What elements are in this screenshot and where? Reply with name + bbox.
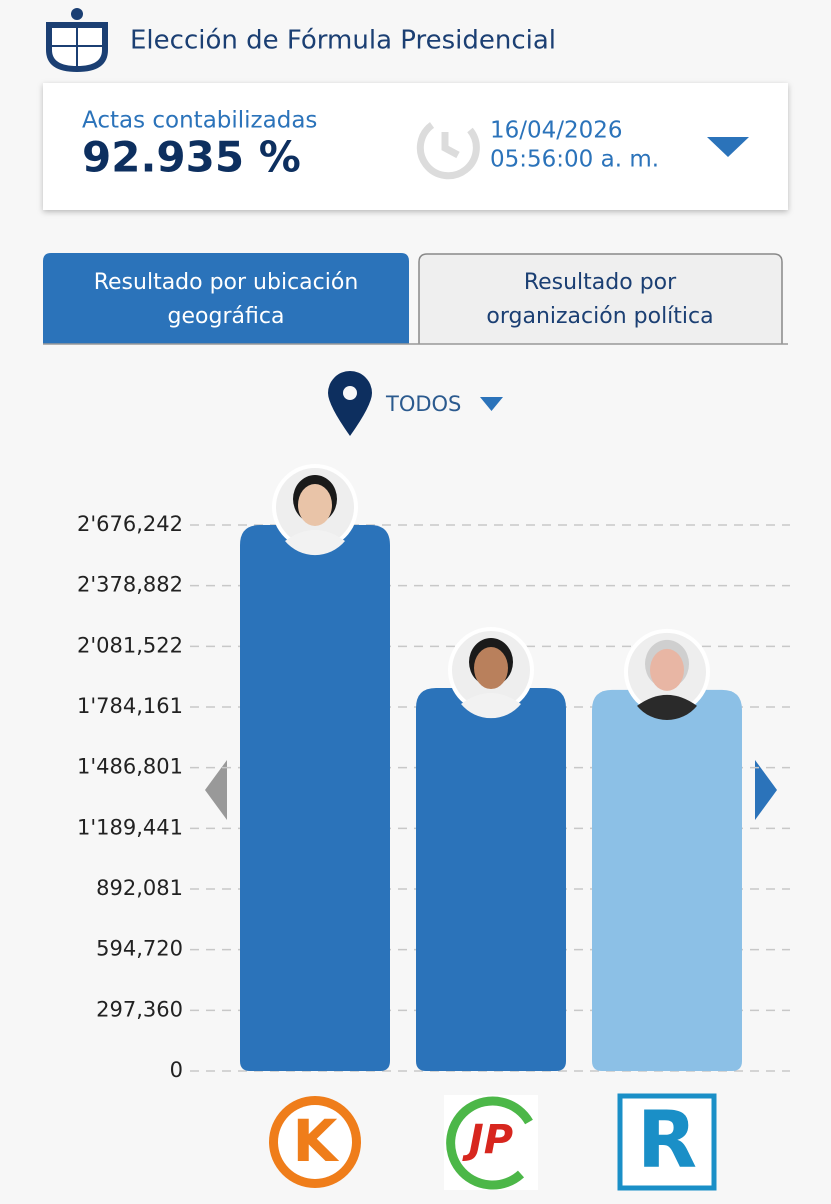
update-time: 05:56:00 a. m.: [490, 147, 659, 173]
summary-percent: 92.935 %: [82, 133, 301, 182]
party-logo-text: K: [293, 1107, 340, 1175]
clock-icon: [416, 122, 480, 180]
tab-label: Resultado por: [524, 270, 677, 295]
tab-active[interactable]: [43, 253, 409, 344]
party-logo: [617, 1093, 717, 1191]
summary-label: Actas contabilizadas: [82, 108, 317, 134]
photo-body: [461, 693, 521, 719]
next-arrow[interactable]: [755, 760, 777, 820]
party-logo-text: R: [637, 1095, 697, 1185]
y-tick-label: 297,360: [96, 997, 183, 1021]
candidate-photo: [272, 464, 358, 556]
location-pin: [328, 371, 372, 436]
y-tick-label: 2'378,882: [77, 573, 183, 597]
tab-inactive[interactable]: [418, 253, 783, 344]
bar: [240, 525, 390, 1071]
photo-face: [650, 648, 684, 691]
bar: [592, 689, 742, 1071]
bar: [416, 688, 566, 1071]
tab-label: geográfica: [168, 304, 285, 329]
summary-dropdown[interactable]: [707, 137, 749, 157]
party-logo-inner: [278, 1105, 352, 1179]
y-tick-label: 1'784,161: [77, 694, 183, 718]
photo-body: [285, 530, 345, 556]
tab-label: organización política: [486, 304, 713, 329]
update-date: 16/04/2026: [490, 118, 623, 144]
location-pin-hole: [343, 386, 357, 400]
page-title: Elección de Fórmula Presidencial: [130, 26, 556, 56]
y-tick-label: 2'676,242: [77, 512, 183, 536]
y-tick-label: 594,720: [96, 937, 183, 961]
filter-dropdown[interactable]: [480, 397, 503, 411]
emblem: [46, 8, 108, 72]
photo-face: [298, 484, 332, 526]
filter-label[interactable]: TODOS: [385, 392, 461, 416]
y-tick-label: 2'081,522: [77, 633, 183, 657]
party-logo-ring: [446, 1096, 533, 1190]
photo-face: [474, 647, 508, 690]
y-tick-label: 0: [170, 1058, 183, 1082]
photo-body: [637, 694, 697, 720]
y-tick-label: 1'486,801: [77, 755, 183, 779]
y-tick-label: 892,081: [96, 876, 183, 900]
y-tick-label: 1'189,441: [77, 815, 183, 839]
candidate-photo: [448, 627, 534, 719]
summary-card: [43, 83, 788, 210]
tab-label: Resultado por ubicación: [94, 270, 359, 295]
party-logo-text: JP: [462, 1117, 513, 1163]
prev-arrow[interactable]: [205, 760, 227, 820]
candidate-photo: [624, 628, 710, 720]
